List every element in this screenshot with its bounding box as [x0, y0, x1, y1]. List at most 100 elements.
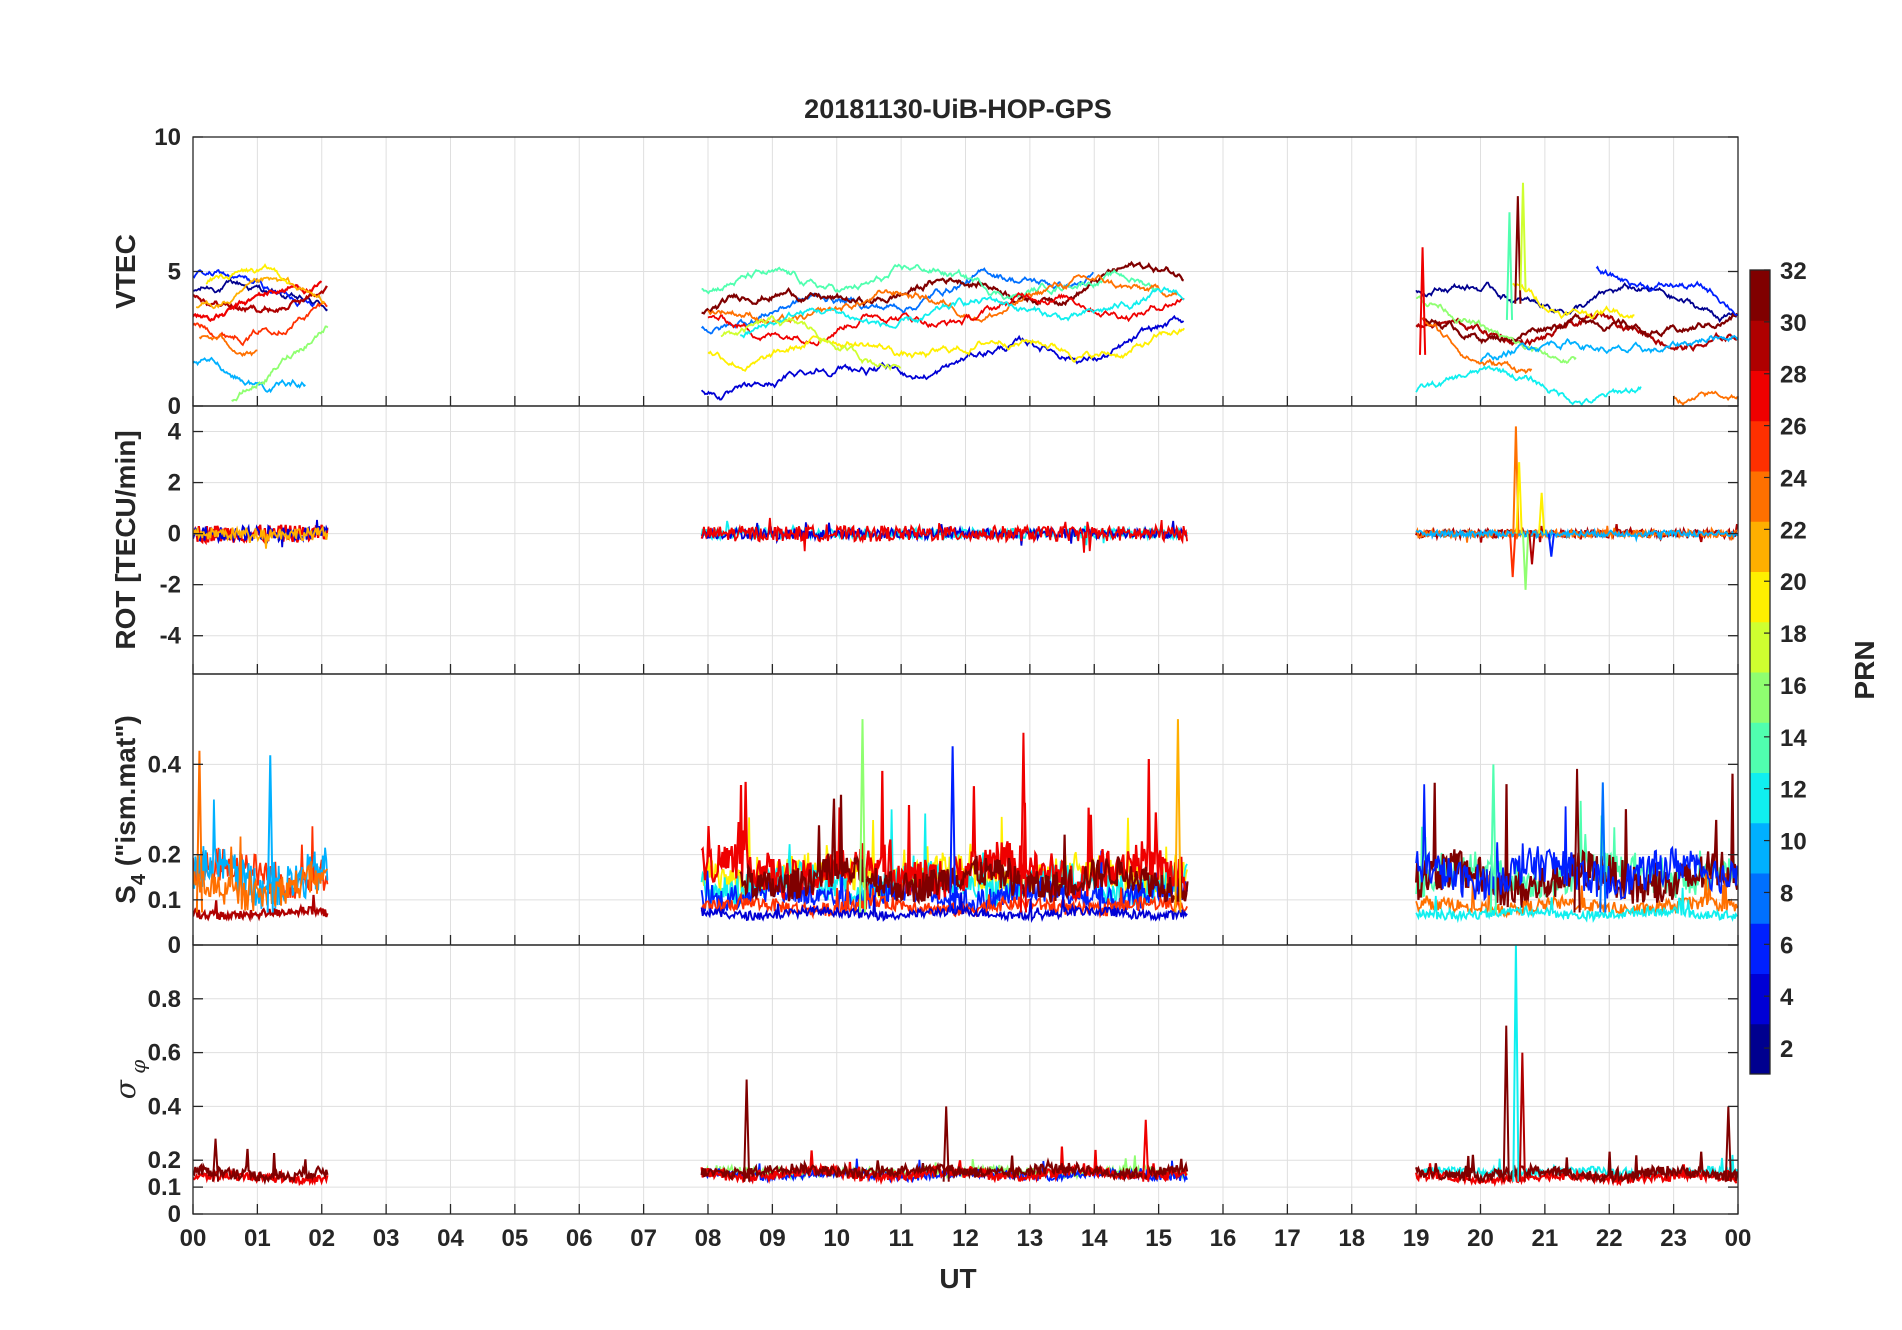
s4-spike: [949, 746, 957, 913]
vtec-series-prn-12: [740, 286, 1185, 339]
colorbar-segment: [1750, 521, 1770, 572]
colorbar-tick-label: 2: [1780, 1036, 1793, 1063]
panel-s4: 0 0.1 0.2 0.4S4 ("ism.mat"): [110, 673, 1739, 959]
vtec-y-axis-label: VTEC: [110, 234, 141, 309]
vtec-y-tick-label: 10: [154, 124, 181, 151]
sigma-spike: [1502, 1025, 1510, 1182]
colorbar-segment: [1750, 270, 1770, 321]
rot-series-prn-27: [700, 517, 1188, 553]
colorbar-segment: [1750, 923, 1770, 974]
rot-y-tick-label: 4: [168, 419, 182, 446]
s4-series-prn-28: [700, 758, 1189, 904]
vtec-spike: [1514, 196, 1522, 304]
sigma-y-tick-label: 0.1: [148, 1174, 181, 1201]
colorbar-label: PRN: [1849, 640, 1880, 699]
sigma-y-tick-label: 0.6: [148, 1040, 181, 1067]
colorbar-tick-label: 32: [1780, 258, 1807, 285]
colorbar-tick-label: 30: [1780, 310, 1807, 337]
colorbar-segment: [1750, 420, 1770, 472]
s4-spike: [858, 719, 867, 913]
colorbar-segment: [1750, 320, 1770, 371]
s4-y-tick-label: 0.1: [148, 887, 181, 914]
colorbar-segment: [1750, 621, 1770, 673]
x-tick-label: 11: [888, 1225, 913, 1252]
panel-sigma: 00.10.2 0.4 0.6 0.8 σ φ: [109, 944, 1739, 1228]
sigma-y-tick-label: 0.2: [148, 1147, 181, 1174]
vtec-series-prn-24: [1421, 317, 1533, 375]
colorbar-segment: [1750, 822, 1770, 874]
sigma-series-prn-31: [193, 1148, 329, 1186]
rot-spike: [1521, 533, 1530, 590]
vtec-series-prn-15: [1416, 295, 1577, 364]
sigma-spike: [1512, 945, 1520, 1182]
chart-title: 20181130-UiB-HOP-GPS: [804, 94, 1112, 124]
s4-spike: [1573, 768, 1581, 913]
s4-series-prn-25: [700, 880, 1188, 920]
s4-y-tick-label: 0: [168, 932, 181, 959]
colorbar-segment: [1750, 772, 1770, 824]
x-tick-label: 17: [1274, 1225, 1301, 1252]
x-axis-label: UT: [939, 1263, 976, 1294]
rot-y-tick-label: 0: [168, 521, 181, 548]
vtec-series-prn-31: [701, 260, 1185, 315]
panel-rot: -4 -2 0 2 4 ROT [TECU/min]: [110, 405, 1739, 675]
s4-series-prn-23: [193, 836, 329, 911]
colorbar-tick-label: 24: [1780, 465, 1807, 492]
s4-spike: [1489, 764, 1497, 913]
rot-y-tick-label: -2: [160, 572, 181, 599]
vtec-series-prn-19: [205, 263, 291, 285]
panel-vtec: 0 5 10 VTEC: [110, 124, 1739, 420]
s4-spike: [266, 755, 274, 913]
s4-y-axis-label: S4 ("ism.mat"): [110, 715, 150, 904]
colorbar-segment: [1750, 370, 1770, 422]
s4-spike: [195, 750, 204, 913]
x-tick-label: 23: [1660, 1225, 1687, 1252]
rot-y-tick-label: -4: [160, 623, 182, 650]
vtec-spike: [1418, 247, 1427, 355]
x-tick-label: 21: [1532, 1225, 1559, 1252]
vtec-series-prn-19: [1512, 282, 1635, 320]
s4-series-prn-3: [700, 892, 1188, 923]
sigma-series-prn-31: [1415, 1151, 1738, 1185]
rot-y-tick-label: 2: [168, 470, 181, 497]
sigma-spike: [743, 1079, 751, 1182]
colorbar-tick-label: 28: [1780, 362, 1807, 389]
x-tick-label: 12: [952, 1225, 979, 1252]
x-tick-label: 14: [1081, 1225, 1108, 1252]
colorbar-tick-label: 4: [1780, 984, 1794, 1011]
vtec-series-prn-23: [1672, 390, 1738, 406]
sigma-y-tick-label: 0.8: [148, 986, 181, 1013]
x-tick-label: 16: [1210, 1225, 1237, 1252]
colorbar-segment: [1750, 722, 1770, 773]
colorbar-tick-label: 16: [1780, 673, 1807, 700]
vtec-y-tick-label: 0: [168, 393, 181, 420]
colorbar-tick-label: 8: [1780, 880, 1793, 907]
s4-spike: [1019, 732, 1028, 913]
colorbar-tick-label: 6: [1780, 932, 1793, 959]
vtec-series-prn-14: [701, 263, 1159, 301]
vtec-series-prn-22: [195, 276, 326, 310]
s4-y-tick-label: 0.4: [148, 751, 182, 778]
x-tick-label: 20: [1467, 1225, 1494, 1252]
rot-spike: [1515, 462, 1523, 534]
x-axis: 00 01 02 03 04 05 06 07 08 09 10 11 12 13 14 15 16 17 18 19…: [180, 396, 1751, 1252]
s4-series-prn-6: [1415, 784, 1738, 902]
rot-spike: [1538, 492, 1546, 534]
vtec-spike: [1519, 182, 1527, 291]
x-tick-label: 04: [437, 1225, 464, 1252]
x-tick-label: 00: [180, 1225, 207, 1252]
sigma-spike: [1142, 1119, 1150, 1182]
s4-series-prn-29: [193, 894, 329, 923]
s4-series-prn-12: [1415, 887, 1738, 924]
rot-grid: [192, 406, 1739, 674]
s4-series-group: [193, 719, 1738, 924]
x-tick-label: 06: [566, 1225, 593, 1252]
colorbar-segment: [1750, 1023, 1770, 1075]
x-tick-label: 01: [244, 1225, 271, 1252]
vtec-series-prn-4: [700, 314, 1185, 401]
vtec-series-prn-9: [1479, 334, 1738, 363]
colorbar-frame: [1749, 269, 1771, 1075]
